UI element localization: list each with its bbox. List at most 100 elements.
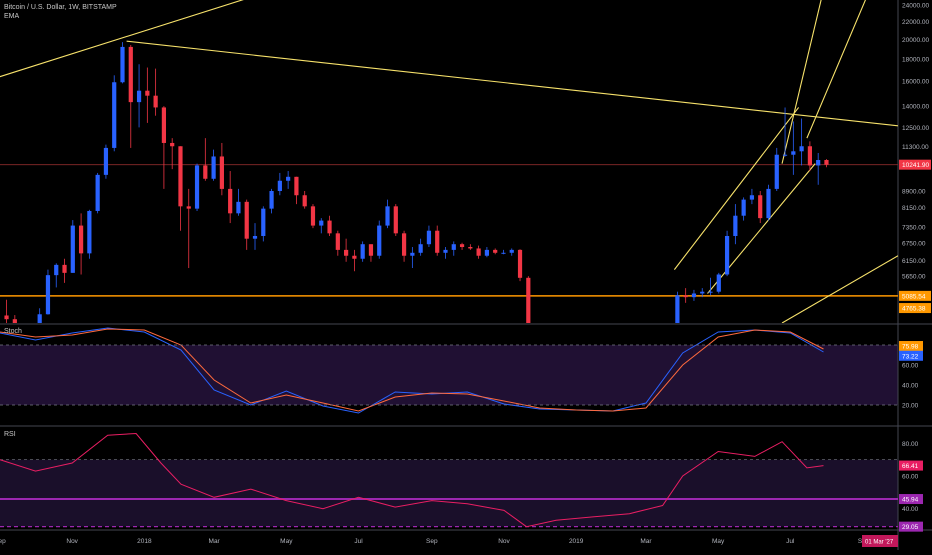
candle-body (302, 195, 307, 207)
candle-body (87, 210, 92, 254)
rsi-tick-label: 40.00 (902, 506, 919, 513)
candle-body (708, 291, 713, 293)
candle-body (319, 220, 324, 226)
symbol-title: Bitcoin / U.S. Dollar, 1W, BITSTAMP (4, 4, 117, 11)
stoch-pane-title[interactable]: Stoch (4, 328, 22, 335)
candle-body (468, 247, 473, 249)
candle-body (228, 188, 233, 214)
trendline (781, 0, 822, 164)
x-tick-label: Nov (66, 538, 78, 545)
candle-body (459, 244, 465, 248)
candle-body (128, 46, 133, 103)
candle-body (327, 220, 332, 234)
candle-body (774, 154, 779, 189)
x-tick-label: 2019 (569, 538, 584, 545)
stoch-tick-label: 60.00 (902, 363, 919, 370)
x-tick-label: Mar (209, 538, 221, 545)
price-tick-label: 11300.00 (902, 144, 929, 151)
candle-body (799, 146, 804, 152)
rsi-band-fill (0, 459, 898, 527)
candle-body (103, 147, 109, 175)
date-badge-label: 01 Mar '27 (865, 540, 894, 546)
candle-body (700, 291, 705, 294)
rsi-value-badge (899, 460, 923, 471)
candle-body (252, 235, 258, 239)
candle-body (385, 206, 390, 226)
candle-body (37, 314, 42, 323)
rsi-pane-title[interactable]: RSI (4, 431, 16, 438)
candle-body (310, 206, 316, 226)
candle-body (509, 249, 514, 253)
candle-body (410, 252, 415, 256)
rsi-tick-label: 80.00 (902, 441, 919, 448)
rsi-value-label: 29.05 (902, 524, 919, 531)
candle-body (70, 225, 75, 273)
candle-body (418, 244, 423, 253)
date-badge (862, 535, 898, 547)
candle-body (12, 319, 17, 323)
price-tick-label: 7350.00 (902, 224, 926, 231)
candle-body (807, 146, 812, 166)
stoch-series-line (0, 328, 824, 412)
price-tick-label: 8150.00 (902, 205, 926, 212)
price-badge-label: 10241.90 (902, 162, 929, 169)
x-tick-label: May (712, 538, 725, 545)
stoch-value-label: 73.22 (902, 353, 919, 360)
stoch-band-fill (0, 345, 898, 405)
candle-body (161, 107, 167, 143)
candle-body (335, 233, 340, 250)
price-tick-label: 14000.00 (902, 104, 929, 111)
candle-body (211, 156, 216, 179)
candle-body (352, 255, 357, 259)
price-tick-label: 20000.00 (902, 37, 929, 44)
candle-body (112, 82, 117, 148)
trendline (126, 40, 898, 127)
candle-body (476, 248, 481, 256)
candle-body (749, 195, 755, 200)
rsi-series-line (0, 432, 824, 528)
stoch-tick-label: 40.00 (902, 383, 919, 390)
stoch-series-line (0, 327, 824, 414)
price-pane (0, 0, 898, 323)
price-tick-label: 22000.00 (902, 19, 929, 26)
candle-body (45, 275, 51, 315)
price-badge (899, 290, 931, 301)
x-tick-label: Mar (640, 538, 652, 545)
candle-body (451, 244, 456, 250)
candle-body (741, 199, 746, 216)
candle-body (377, 225, 382, 256)
stoch-value-badge (899, 341, 923, 352)
x-tick-label: Sep (426, 538, 438, 545)
price-tick-label: 18000.00 (902, 57, 929, 64)
x-tick-label: May (280, 538, 293, 545)
indicator-label[interactable]: EMA (4, 13, 20, 20)
x-tick-label: 2018 (137, 538, 152, 545)
stoch-value-badge (899, 350, 923, 361)
candle-body (219, 156, 224, 189)
candle-body (4, 315, 9, 320)
candle-body (501, 252, 506, 254)
rsi-value-badge (899, 494, 923, 505)
price-tick-label: 8900.00 (902, 188, 926, 195)
candle-body (269, 190, 274, 209)
candle-body (401, 233, 407, 256)
candle-body (733, 215, 738, 236)
candle-body (724, 235, 730, 275)
candle-body (675, 295, 680, 323)
price-tick-label: 12500.00 (902, 125, 929, 132)
price-tick-label: 5650.00 (902, 274, 926, 281)
candle-body (344, 249, 349, 256)
candle-body (236, 201, 241, 214)
candle-body (716, 274, 721, 292)
trendline (0, 0, 244, 78)
trendline (781, 255, 898, 323)
rsi-value-badge (899, 521, 923, 532)
candle-body (244, 201, 249, 239)
candle-body (286, 176, 291, 181)
candle-body (203, 165, 208, 179)
candle-body (62, 264, 67, 273)
candle-body (153, 95, 158, 108)
candle-body (493, 249, 498, 253)
